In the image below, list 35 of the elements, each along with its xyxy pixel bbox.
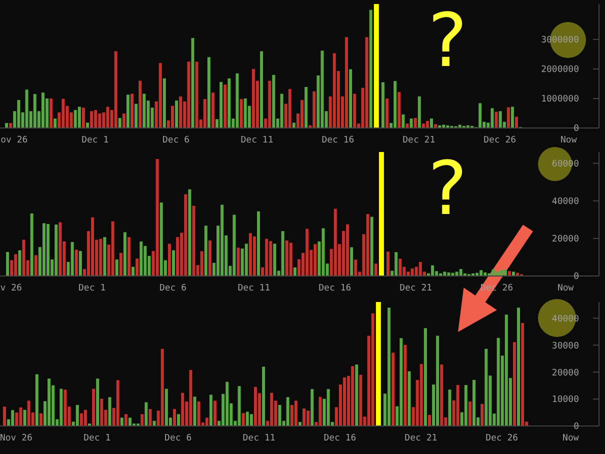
x-tick-label: Dec 16 [318,283,352,294]
x-tick-label: ov 26 [0,135,28,146]
x-tick-label: Dec 21 [400,283,432,294]
x-tick-label: Dec 11 [242,433,276,444]
x-tick-label: v 26 [0,283,22,294]
y-tick-label: 1000000 [541,94,579,105]
x-tick-label: Dec 1 [84,433,111,444]
x-tick-label: Dec 11 [240,135,274,146]
y-tick-label: 10000 [552,395,579,406]
x-tick-label: Dec 1 [82,135,109,146]
x-tick-label: Dec 6 [164,433,192,444]
x-tick-label: Nov 26 [0,433,32,444]
y-tick-label: 2000000 [541,65,579,76]
y-tick-label: 0 [574,124,579,134]
x-tick-label: Dec 21 [402,135,436,146]
x-tick-label: Dec 6 [162,135,190,146]
x-tick-label: Dec 1 [78,283,106,294]
x-tick-label: Dec 16 [322,135,354,146]
y-tick-label: 0 [574,272,579,282]
y-tick-label: 30000 [552,341,579,352]
x-tick-label: Dec 21 [404,433,438,444]
y-tick-label: 20000 [552,234,579,245]
x-tick-label: Now [557,283,574,294]
annotation: ? [428,0,468,84]
x-tick-label: Dec 6 [159,283,187,294]
x-tick-label: Dec 16 [324,433,356,444]
x-tick-label: Now [560,135,578,146]
y-tick-label: 40000 [552,197,579,208]
x-tick-label: Dec 11 [238,283,270,294]
y-tick-label: 20000 [552,368,579,378]
x-tick-label: Now [562,433,580,444]
x-tick-label: Dec 26 [484,135,516,146]
x-tick-label: Dec 26 [486,433,518,444]
y-tick-label: 0 [574,422,579,432]
annotation: ? [428,146,468,232]
